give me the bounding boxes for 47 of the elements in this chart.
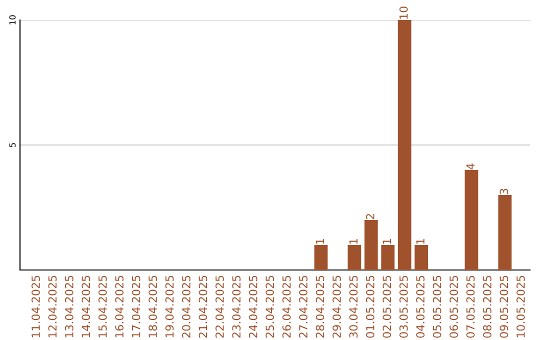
bar [314, 245, 328, 270]
x-tick-label: 06.05.2025 [450, 276, 458, 338]
x-tick-label: 10.05.2025 [516, 276, 525, 338]
x-tick-label: 08.05.2025 [483, 276, 492, 338]
data-label: 1 [382, 238, 391, 244]
x-tick-label: 03.05.2025 [399, 276, 408, 338]
x-tick-label: 30.04.2025 [349, 276, 358, 338]
x-tick-label: 24.04.2025 [248, 276, 258, 338]
x-tick-label: 17.04.2025 [132, 276, 140, 338]
bar [398, 20, 412, 270]
x-tick-label: 29.04.2025 [332, 276, 341, 338]
bar [348, 245, 362, 270]
bar [364, 220, 378, 270]
x-tick-label: 28.04.2025 [316, 276, 324, 338]
x-tick-label: 05.05.2025 [432, 276, 442, 338]
bar [381, 245, 395, 270]
bar [464, 170, 478, 270]
x-tick-label: 20.04.2025 [182, 276, 190, 338]
data-label: 2 [366, 214, 374, 220]
data-label: 1 [349, 238, 358, 244]
y-tick-label: 5 [9, 143, 16, 148]
x-tick-label: 25.04.2025 [266, 276, 274, 338]
x-tick-label: 14.04.2025 [82, 276, 90, 338]
x-tick-label: 02.05.2025 [382, 276, 392, 338]
x-tick-label: 18.04.2025 [148, 276, 157, 338]
x-tick-label: 27.04.2025 [299, 276, 308, 338]
x-tick-label: 21.04.2025 [198, 276, 208, 338]
data-label: 1 [416, 238, 424, 244]
x-tick-label: 15.04.2025 [98, 276, 107, 338]
bar [414, 245, 428, 270]
x-tick-label: 09.05.2025 [500, 276, 508, 338]
x-tick-label: 23.04.2025 [232, 276, 241, 338]
x-tick-label: 22.04.2025 [215, 276, 224, 338]
x-tick-label: 01.05.2025 [366, 276, 374, 338]
data-label: 4 [466, 164, 475, 170]
x-tick-label: 04.05.2025 [416, 276, 425, 338]
x-tick-label: 11.04.2025 [32, 276, 40, 338]
x-tick-label: 19.04.2025 [165, 276, 174, 338]
data-label: 1 [316, 238, 324, 244]
x-tick-label: 07.05.2025 [466, 276, 475, 338]
x-tick-label: 16.04.2025 [115, 276, 124, 338]
data-label: 3 [500, 188, 508, 194]
data-label: 10 [399, 6, 408, 19]
x-tick-label: 13.04.2025 [64, 276, 74, 338]
bar [498, 195, 512, 270]
x-tick-label: 12.04.2025 [48, 276, 57, 338]
x-tick-label: 26.04.2025 [282, 276, 291, 338]
